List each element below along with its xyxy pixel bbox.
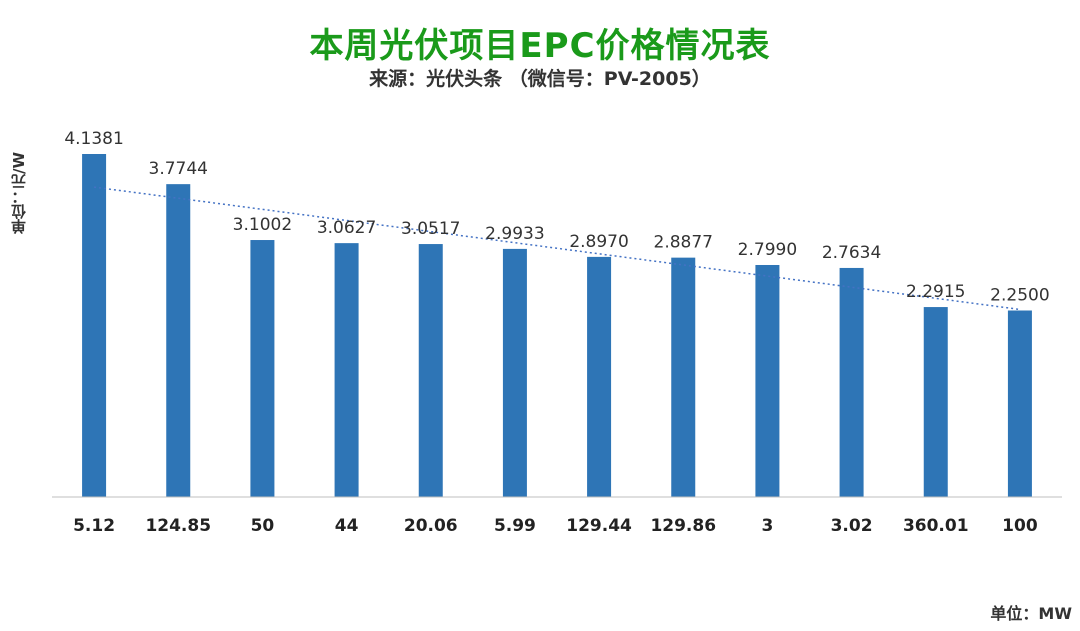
bar-1 [166,184,191,497]
value-label-7: 2.8877 [654,233,713,253]
chart-title: 本周光伏项目EPC价格情况表 [309,26,771,66]
bar-4 [418,244,443,497]
value-label-9: 2.7634 [822,243,881,263]
category-label-3: 44 [335,516,359,536]
category-label-10: 360.01 [903,516,969,536]
category-label-8: 3 [761,516,773,536]
value-label-10: 2.2915 [906,282,965,302]
chart-subtitle: 来源：光伏头条 （微信号：PV-2005） [369,68,711,90]
category-label-5: 5.99 [494,516,536,536]
bar-8 [755,264,780,497]
x-axis-unit-label: 单位：MW [990,604,1072,623]
trendline [93,186,1021,311]
value-label-4: 3.0517 [401,219,460,239]
value-label-8: 2.7990 [738,240,797,260]
value-label-6: 2.8970 [569,232,628,252]
value-label-2: 3.1002 [233,215,292,235]
bar-0 [82,154,107,497]
bar-10 [923,307,948,497]
bar-7 [671,257,696,497]
bar-3 [334,243,359,497]
value-labels-group: 4.1381 3.7744 3.1002 3.0627 3.0517 2.9933 2.89… [64,129,1049,306]
category-label-7: 129.86 [650,516,716,536]
bar-9 [839,267,864,497]
category-label-1: 124.85 [145,516,211,536]
category-label-0: 5.12 [73,516,115,536]
bar-11 [1007,310,1032,497]
category-label-11: 100 [1002,516,1038,536]
bar-6 [587,256,612,497]
bars-group [82,154,1032,497]
value-label-0: 4.1381 [64,129,123,149]
value-label-11: 2.2500 [990,286,1049,306]
value-label-1: 3.7744 [149,159,208,179]
category-labels-group: 5.12 124.85 50 44 20.06 5.99 129.44 129.86 3 3.02… [73,516,1038,536]
value-label-3: 3.0627 [317,218,376,238]
value-label-5: 2.9933 [485,224,544,244]
bar-2 [250,240,275,497]
category-label-4: 20.06 [404,516,458,536]
category-label-2: 50 [251,516,275,536]
category-label-9: 3.02 [831,516,873,536]
bar-5 [502,248,527,497]
category-label-6: 129.44 [566,516,632,536]
